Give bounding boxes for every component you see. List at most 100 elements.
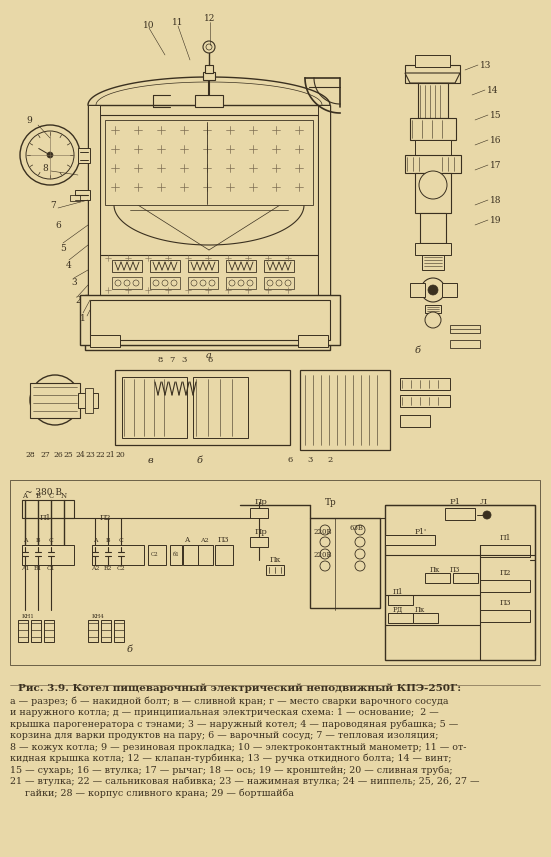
- Bar: [30, 383, 80, 418]
- Text: 17: 17: [490, 160, 501, 170]
- Bar: [264, 260, 294, 272]
- Bar: [250, 508, 268, 518]
- Bar: [415, 140, 451, 155]
- Bar: [85, 295, 330, 350]
- Bar: [88, 105, 330, 300]
- Bar: [318, 105, 330, 295]
- Bar: [445, 508, 475, 520]
- Bar: [450, 340, 480, 348]
- Bar: [22, 500, 74, 518]
- Bar: [422, 255, 444, 270]
- Bar: [105, 120, 313, 205]
- Text: B1: B1: [34, 566, 42, 571]
- Text: П2: П2: [100, 514, 111, 522]
- Text: Тр: Тр: [325, 498, 337, 506]
- Text: 3: 3: [181, 356, 187, 364]
- Circle shape: [320, 525, 330, 535]
- Bar: [310, 518, 380, 608]
- Text: кидная крышка котла; 12 — клапан-турбинка; 13 — ручка откидного болта; 14 — винт: кидная крышка котла; 12 — клапан-турбинк…: [10, 754, 451, 764]
- Circle shape: [320, 537, 330, 547]
- Bar: [405, 65, 460, 83]
- Bar: [410, 118, 456, 140]
- Bar: [410, 283, 425, 297]
- Bar: [266, 565, 284, 575]
- Text: B: B: [106, 537, 110, 542]
- Bar: [415, 55, 450, 67]
- Text: 2: 2: [327, 456, 333, 464]
- Circle shape: [320, 561, 330, 571]
- Bar: [450, 325, 480, 333]
- Text: 2: 2: [75, 296, 81, 304]
- Text: 3: 3: [71, 278, 77, 286]
- Circle shape: [20, 125, 80, 185]
- Text: б: б: [197, 456, 203, 464]
- Text: 220В: 220В: [313, 528, 332, 536]
- Bar: [78, 148, 90, 163]
- Bar: [400, 395, 450, 407]
- Circle shape: [355, 549, 365, 559]
- Text: 20: 20: [115, 451, 125, 459]
- Bar: [400, 378, 450, 390]
- Text: 8: 8: [158, 356, 163, 364]
- Text: N: N: [61, 492, 67, 500]
- Bar: [203, 72, 215, 80]
- Bar: [101, 620, 111, 642]
- Text: 21 — втулка; 22 — сальниковая набивка; 23 — нажимная втулка; 24 — ниппель; 25, 2: 21 — втулка; 22 — сальниковая набивка; 2…: [10, 776, 479, 786]
- Text: 5: 5: [60, 243, 66, 253]
- Bar: [480, 580, 530, 592]
- Text: C: C: [48, 537, 53, 542]
- Circle shape: [419, 171, 447, 199]
- Bar: [418, 83, 448, 118]
- Bar: [90, 335, 120, 347]
- Text: 16: 16: [490, 135, 501, 145]
- Circle shape: [320, 549, 330, 559]
- Text: в: в: [147, 456, 153, 464]
- Text: 18: 18: [490, 195, 501, 205]
- Text: П3: П3: [450, 566, 461, 574]
- Bar: [300, 370, 390, 450]
- Text: Пк: Пк: [415, 606, 425, 614]
- Text: Пк: Пк: [430, 566, 440, 574]
- Text: Рис. 3.9. Котел пищеварочный электрический неподвижный КПЭ-250Г:: Рис. 3.9. Котел пищеварочный электрическ…: [18, 683, 461, 692]
- Text: П1: П1: [393, 588, 403, 596]
- Bar: [78, 393, 98, 408]
- Bar: [453, 573, 478, 583]
- Text: 1: 1: [80, 314, 86, 322]
- Text: 6: 6: [207, 356, 213, 364]
- Text: 11: 11: [172, 17, 183, 27]
- Text: Пк: Пк: [270, 556, 282, 564]
- Text: Р1': Р1': [415, 528, 427, 536]
- Circle shape: [30, 375, 80, 425]
- Text: 14: 14: [487, 86, 499, 94]
- Text: 26: 26: [53, 451, 63, 459]
- Bar: [226, 277, 256, 289]
- Bar: [205, 65, 213, 73]
- Text: 6: 6: [288, 456, 293, 464]
- Bar: [88, 105, 100, 295]
- Circle shape: [425, 312, 441, 328]
- Text: 15: 15: [490, 111, 501, 119]
- Text: B: B: [36, 537, 40, 542]
- Bar: [442, 283, 457, 297]
- Bar: [405, 155, 461, 173]
- Bar: [264, 277, 294, 289]
- Text: 220В: 220В: [313, 551, 332, 559]
- Bar: [88, 620, 98, 642]
- Text: A1: A1: [21, 566, 29, 571]
- Text: 13: 13: [480, 61, 491, 69]
- Text: б: б: [127, 645, 133, 655]
- Bar: [195, 95, 223, 107]
- Text: КН4: КН4: [92, 614, 105, 620]
- Bar: [188, 260, 218, 272]
- Bar: [385, 535, 435, 545]
- Bar: [150, 260, 180, 272]
- Text: гайки; 28 — корпус сливного крана; 29 — бортшайба: гайки; 28 — корпус сливного крана; 29 — …: [10, 788, 294, 798]
- Bar: [170, 545, 182, 565]
- Circle shape: [483, 511, 491, 519]
- Text: 21: 21: [105, 451, 115, 459]
- Circle shape: [47, 152, 53, 158]
- Bar: [95, 305, 320, 345]
- Text: 3: 3: [307, 456, 312, 464]
- Text: А2: А2: [201, 537, 209, 542]
- Bar: [22, 545, 74, 565]
